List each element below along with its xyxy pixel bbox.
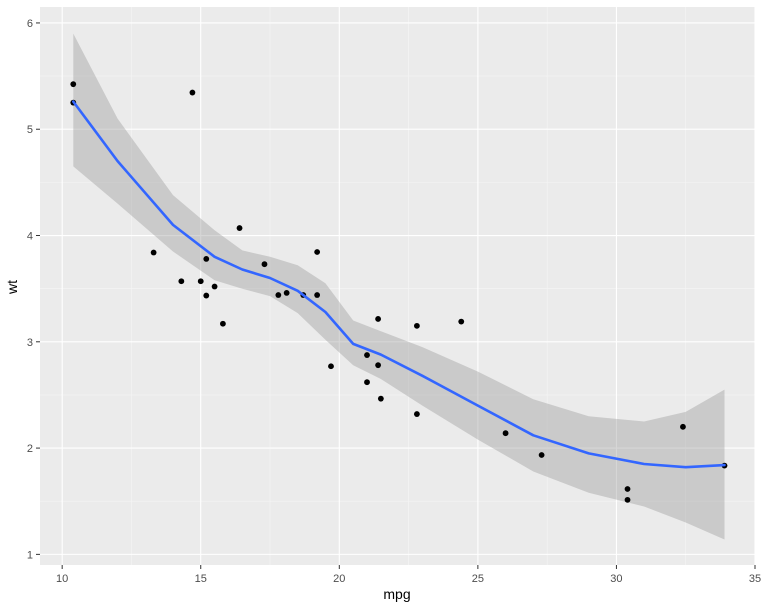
y-tick-label: 1 — [27, 549, 33, 561]
data-point — [189, 89, 196, 96]
grid — [40, 7, 756, 565]
data-point — [375, 362, 382, 369]
data-point — [314, 249, 321, 255]
data-point — [178, 278, 185, 285]
y-axis-title: wt — [4, 280, 20, 295]
data-point — [502, 430, 509, 437]
data-point — [328, 363, 334, 370]
data-point — [364, 352, 370, 358]
data-point — [261, 261, 268, 268]
confidence-band — [73, 33, 725, 540]
panel-background — [40, 7, 755, 565]
data-point — [624, 486, 631, 492]
y-tick-label: 4 — [27, 231, 33, 243]
data-point — [236, 225, 243, 231]
data-point — [220, 320, 226, 327]
data-point — [283, 290, 290, 296]
data-point — [314, 292, 321, 298]
x-tick-label: 10 — [56, 573, 68, 585]
data-points — [70, 81, 728, 503]
x-axis-title: mpg — [383, 586, 410, 602]
data-point — [203, 292, 210, 299]
x-tick-label: 20 — [333, 573, 345, 585]
y-tick-label: 6 — [27, 18, 33, 30]
data-point — [538, 452, 545, 458]
data-point — [211, 283, 218, 290]
y-tick-label: 5 — [27, 124, 33, 136]
y-axis-ticks: 1 2 3 4 5 6 — [27, 18, 40, 561]
y-tick-label: 2 — [27, 443, 33, 455]
data-point — [680, 423, 686, 430]
data-point — [624, 496, 631, 503]
x-tick-label: 30 — [610, 573, 622, 585]
data-point — [203, 255, 210, 262]
data-point — [413, 411, 420, 417]
x-tick-label: 35 — [749, 573, 761, 585]
y-tick-label: 3 — [27, 337, 33, 349]
data-point — [413, 322, 420, 329]
x-tick-label: 25 — [472, 573, 484, 585]
data-point — [458, 318, 465, 325]
data-point — [377, 395, 384, 402]
data-point — [275, 292, 282, 298]
data-point — [197, 278, 204, 285]
x-axis-ticks: 10 15 20 25 30 35 — [56, 565, 761, 585]
x-tick-label: 15 — [195, 573, 207, 585]
data-point — [375, 316, 382, 322]
data-point — [70, 81, 77, 88]
data-point — [150, 249, 157, 256]
smooth-line — [72, 100, 726, 469]
data-point — [364, 379, 370, 386]
